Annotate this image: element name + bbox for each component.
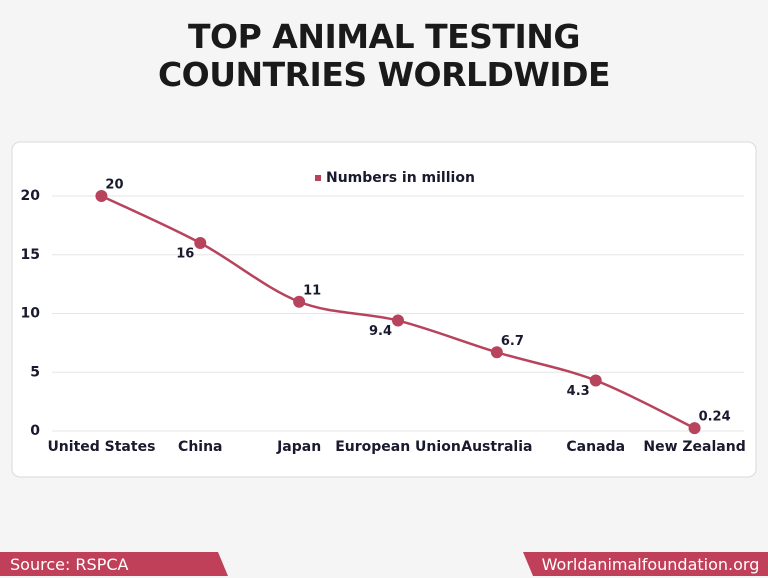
point: [194, 237, 207, 249]
x-tick-label: Japan: [276, 439, 321, 455]
y-tick-label: 0: [30, 423, 40, 439]
x-tick-label: United States: [47, 439, 155, 455]
x-tick-label: New Zealand: [643, 439, 745, 455]
source: Source: RSPCA: [10, 555, 129, 574]
data-label: 6.7: [501, 334, 524, 349]
data-label: 20: [105, 178, 123, 193]
point: [688, 422, 701, 435]
y-tick-label: 20: [21, 188, 41, 204]
data-label: 16: [176, 247, 194, 262]
legend-marker: [315, 175, 321, 181]
chart-panel: [11, 141, 757, 478]
y-tick-label: 5: [30, 364, 40, 380]
y-tick-label: 10: [21, 306, 41, 322]
legend-label: Numbers in million: [326, 170, 475, 186]
point: [392, 314, 404, 327]
data-label: 0.24: [699, 410, 731, 425]
data-label: 11: [303, 283, 321, 298]
website: Worldanimalfoundation.org: [541, 555, 760, 574]
y-tick-label: 15: [21, 247, 40, 263]
x-tick-label: European Union: [335, 439, 461, 455]
data-label: 4.3: [567, 384, 590, 399]
point: [490, 346, 503, 359]
data-label: 9.4: [369, 324, 392, 339]
point: [95, 190, 108, 202]
website-bar: Worldanimalfoundation.org: [523, 552, 768, 576]
chart-title: TOP ANIMAL TESTING COUNTRIES WORLDWIDE: [157, 17, 611, 94]
x-tick-label: China: [178, 439, 222, 455]
x-tick-label: Canada: [566, 439, 625, 455]
point: [293, 295, 306, 308]
point: [589, 374, 602, 387]
source-bar: Source: RSPCA: [0, 552, 228, 576]
x-tick-label: Australia: [461, 439, 532, 455]
